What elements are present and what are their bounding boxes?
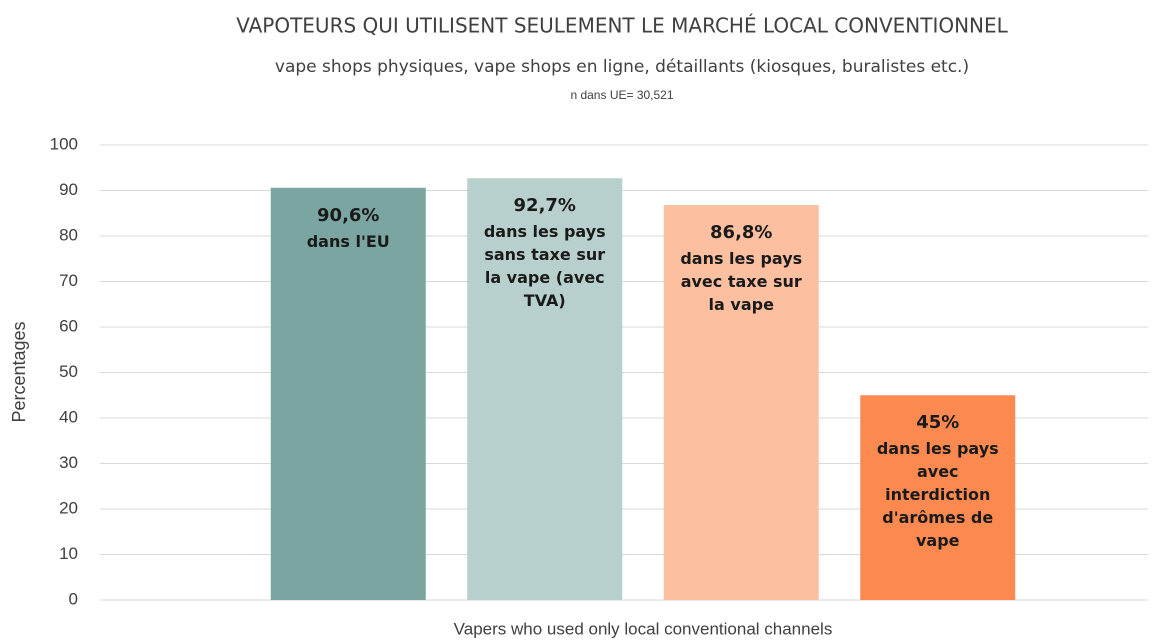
y-tick-label: 30 — [59, 453, 78, 472]
y-tick-label: 40 — [59, 407, 78, 426]
bar — [270, 187, 426, 600]
y-tick-label: 10 — [59, 544, 78, 563]
series-label: dans les pays avec interdiction d'arômes… — [876, 439, 999, 551]
y-tick-label: 80 — [59, 225, 78, 244]
y-tick-label: 100 — [50, 134, 78, 153]
bar — [860, 395, 1016, 600]
chart-note: n dans UE= 30,521 — [570, 88, 673, 102]
bar — [467, 178, 623, 600]
data-label: 92,7% — [513, 195, 576, 217]
chart-title: VAPOTEURS QUI UTILISENT SEULEMENT LE MAR… — [236, 14, 1008, 38]
series-label: dans l'EU — [306, 231, 390, 251]
y-tick-label: 90 — [59, 180, 78, 199]
y-tick-label: 60 — [59, 316, 78, 335]
bar — [663, 205, 819, 600]
y-tick-label: 70 — [59, 271, 78, 290]
x-axis-label: Vapers who used only local conventional … — [454, 619, 833, 638]
data-label: 90,6% — [317, 204, 380, 226]
data-label: 86,8% — [710, 222, 773, 244]
y-tick-label: 20 — [59, 498, 78, 517]
data-label: 45% — [916, 412, 960, 434]
series-label: dans les pays avec taxe sur la vape — [680, 249, 803, 315]
y-axis-label: Percentages — [9, 321, 29, 422]
series-label: dans les pays sans taxe sur la vape (ave… — [483, 222, 606, 311]
y-tick-label: 0 — [69, 589, 78, 608]
y-tick-label: 50 — [59, 362, 78, 381]
chart-subtitle: vape shops physiques, vape shops en lign… — [275, 57, 969, 77]
